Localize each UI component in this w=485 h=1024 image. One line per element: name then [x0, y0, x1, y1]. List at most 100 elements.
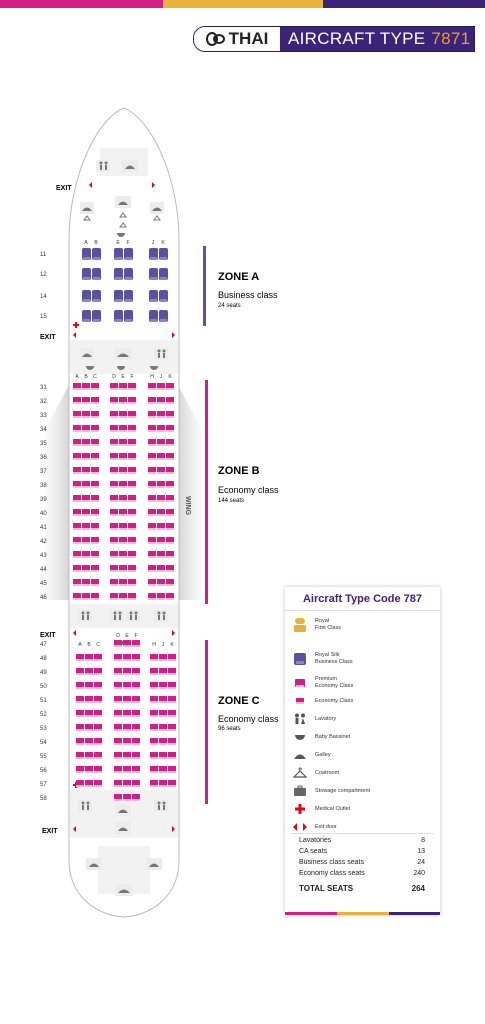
- economy-seat[interactable]: [119, 509, 127, 516]
- economy-seat[interactable]: [157, 453, 165, 460]
- economy-seat[interactable]: [148, 509, 156, 516]
- economy-seat[interactable]: [128, 467, 136, 474]
- economy-seat[interactable]: [91, 453, 99, 460]
- economy-seat[interactable]: [76, 682, 84, 689]
- economy-seat[interactable]: [168, 682, 176, 689]
- economy-seat[interactable]: [148, 411, 156, 418]
- economy-seat[interactable]: [157, 383, 165, 390]
- economy-seat[interactable]: [123, 794, 131, 801]
- economy-seat[interactable]: [119, 593, 127, 600]
- economy-seat[interactable]: [157, 411, 165, 418]
- economy-seat[interactable]: [73, 495, 81, 502]
- economy-seat[interactable]: [110, 537, 118, 544]
- economy-seat[interactable]: [114, 780, 122, 787]
- economy-seat[interactable]: [132, 752, 140, 759]
- economy-seat[interactable]: [91, 593, 99, 600]
- economy-seat[interactable]: [157, 481, 165, 488]
- economy-seat[interactable]: [73, 579, 81, 586]
- economy-seat[interactable]: [76, 696, 84, 703]
- economy-seat[interactable]: [82, 523, 90, 530]
- economy-seat[interactable]: [85, 724, 93, 731]
- economy-seat[interactable]: [82, 425, 90, 432]
- economy-seat[interactable]: [166, 481, 174, 488]
- business-seat[interactable]: [114, 310, 123, 322]
- economy-seat[interactable]: [76, 654, 84, 661]
- economy-seat[interactable]: [157, 425, 165, 432]
- economy-seat[interactable]: [148, 467, 156, 474]
- business-seat[interactable]: [149, 248, 158, 260]
- economy-seat[interactable]: [110, 481, 118, 488]
- economy-seat[interactable]: [73, 397, 81, 404]
- economy-seat[interactable]: [110, 495, 118, 502]
- economy-seat[interactable]: [166, 495, 174, 502]
- economy-seat[interactable]: [157, 397, 165, 404]
- economy-seat[interactable]: [82, 467, 90, 474]
- economy-seat[interactable]: [119, 397, 127, 404]
- economy-seat[interactable]: [119, 523, 127, 530]
- economy-seat[interactable]: [150, 738, 158, 745]
- business-seat[interactable]: [114, 248, 123, 260]
- economy-seat[interactable]: [73, 481, 81, 488]
- economy-seat[interactable]: [128, 453, 136, 460]
- business-seat[interactable]: [114, 290, 123, 302]
- economy-seat[interactable]: [128, 523, 136, 530]
- economy-seat[interactable]: [110, 453, 118, 460]
- business-seat[interactable]: [82, 290, 91, 302]
- economy-seat[interactable]: [150, 780, 158, 787]
- business-seat[interactable]: [124, 310, 133, 322]
- economy-seat[interactable]: [123, 640, 131, 647]
- economy-seat[interactable]: [166, 425, 174, 432]
- economy-seat[interactable]: [157, 579, 165, 586]
- economy-seat[interactable]: [119, 467, 127, 474]
- economy-seat[interactable]: [148, 397, 156, 404]
- economy-seat[interactable]: [132, 696, 140, 703]
- economy-seat[interactable]: [114, 794, 122, 801]
- economy-seat[interactable]: [85, 780, 93, 787]
- business-seat[interactable]: [114, 268, 123, 280]
- economy-seat[interactable]: [94, 766, 102, 773]
- economy-seat[interactable]: [73, 439, 81, 446]
- economy-seat[interactable]: [168, 738, 176, 745]
- economy-seat[interactable]: [157, 537, 165, 544]
- economy-seat[interactable]: [119, 411, 127, 418]
- economy-seat[interactable]: [157, 495, 165, 502]
- economy-seat[interactable]: [85, 710, 93, 717]
- economy-seat[interactable]: [159, 766, 167, 773]
- economy-seat[interactable]: [128, 481, 136, 488]
- economy-seat[interactable]: [76, 668, 84, 675]
- economy-seat[interactable]: [94, 668, 102, 675]
- economy-seat[interactable]: [128, 593, 136, 600]
- economy-seat[interactable]: [148, 523, 156, 530]
- economy-seat[interactable]: [73, 453, 81, 460]
- economy-seat[interactable]: [168, 780, 176, 787]
- economy-seat[interactable]: [166, 509, 174, 516]
- economy-seat[interactable]: [166, 453, 174, 460]
- economy-seat[interactable]: [82, 495, 90, 502]
- economy-seat[interactable]: [82, 411, 90, 418]
- economy-seat[interactable]: [94, 696, 102, 703]
- economy-seat[interactable]: [73, 411, 81, 418]
- economy-seat[interactable]: [128, 425, 136, 432]
- economy-seat[interactable]: [119, 551, 127, 558]
- economy-seat[interactable]: [114, 682, 122, 689]
- economy-seat[interactable]: [159, 710, 167, 717]
- economy-seat[interactable]: [76, 724, 84, 731]
- business-seat[interactable]: [124, 290, 133, 302]
- economy-seat[interactable]: [82, 383, 90, 390]
- economy-seat[interactable]: [76, 780, 84, 787]
- economy-seat[interactable]: [82, 551, 90, 558]
- economy-seat[interactable]: [85, 668, 93, 675]
- economy-seat[interactable]: [119, 425, 127, 432]
- economy-seat[interactable]: [91, 411, 99, 418]
- economy-seat[interactable]: [166, 565, 174, 572]
- economy-seat[interactable]: [159, 682, 167, 689]
- business-seat[interactable]: [159, 310, 168, 322]
- business-seat[interactable]: [82, 310, 91, 322]
- business-seat[interactable]: [149, 290, 158, 302]
- economy-seat[interactable]: [110, 551, 118, 558]
- economy-seat[interactable]: [114, 696, 122, 703]
- economy-seat[interactable]: [91, 481, 99, 488]
- economy-seat[interactable]: [123, 696, 131, 703]
- economy-seat[interactable]: [73, 565, 81, 572]
- economy-seat[interactable]: [148, 537, 156, 544]
